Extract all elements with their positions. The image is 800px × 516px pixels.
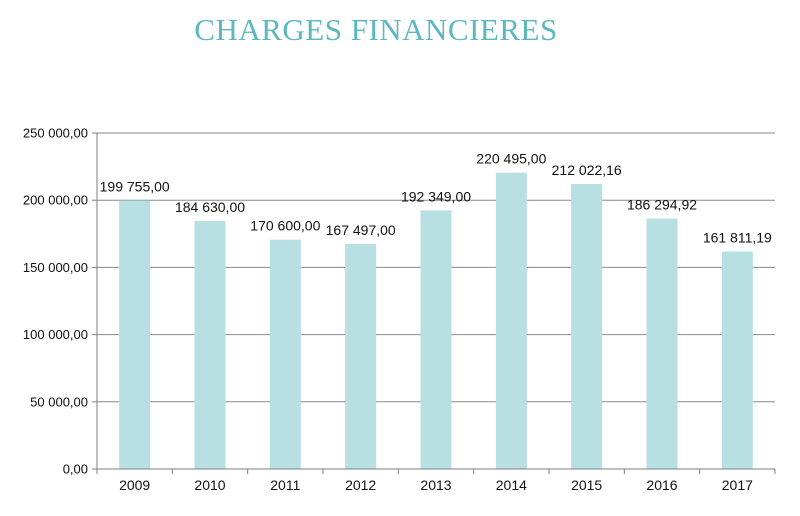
bar-2014: [495, 172, 527, 469]
data-label: 184 630,00: [175, 199, 245, 215]
bar-2016: [646, 218, 678, 469]
y-tick-label: 150 000,00: [23, 260, 88, 275]
x-tick-label: 2015: [571, 477, 602, 493]
x-tick-label: 2017: [722, 477, 753, 493]
y-tick-label: 250 000,00: [23, 126, 88, 141]
data-label: 199 755,00: [100, 179, 170, 195]
axes: [92, 132, 776, 474]
data-label: 192 349,00: [401, 188, 471, 204]
data-label: 170 600,00: [250, 218, 320, 234]
x-tick-label: 2009: [119, 477, 150, 493]
x-tick-label: 2016: [646, 477, 677, 493]
data-label: 161 811,19: [703, 230, 772, 246]
x-tick-label: 2013: [420, 477, 451, 493]
data-label: 220 495,00: [476, 151, 546, 167]
y-tick-label: 200 000,00: [23, 193, 88, 208]
x-tick-label: 2014: [496, 477, 527, 493]
bar-2011: [269, 239, 301, 469]
bars: [119, 172, 753, 469]
x-tick-label: 2010: [194, 477, 225, 493]
bar-2009: [119, 200, 151, 469]
x-tick-label: 2011: [270, 477, 300, 493]
data-label: 186 294,92: [627, 197, 697, 213]
chart-title: CHARGES FINANCIERES: [194, 12, 558, 47]
data-label: 167 497,00: [326, 222, 396, 238]
bar-2017: [721, 251, 753, 469]
y-tick-label: 100 000,00: [23, 327, 88, 342]
x-tick-label: 2012: [345, 477, 376, 493]
data-label: 212 022,16: [552, 162, 622, 178]
y-tick-label: 0,00: [63, 462, 88, 477]
y-tick-label: 50 000,00: [30, 394, 88, 409]
bar-2015: [571, 184, 603, 469]
bar-2013: [420, 210, 452, 469]
bar-2012: [345, 243, 377, 469]
bar-2010: [194, 220, 226, 469]
labels: 0,00 50 000,00 100 000,00 150 000,00 200 000…: [23, 126, 772, 494]
